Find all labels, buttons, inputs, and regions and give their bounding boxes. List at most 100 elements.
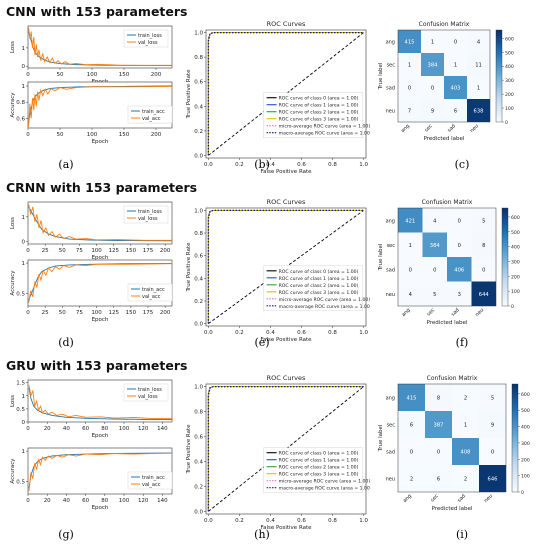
acc-xlabel: Epoch	[92, 139, 109, 145]
roc-legend-label: macro-average ROC curve (area = 1.00)	[279, 486, 370, 492]
series-train_loss	[28, 387, 173, 421]
roc-xtick-label: 0.8	[328, 162, 337, 168]
cm-cell	[398, 76, 421, 99]
roc-plot: ROC Curves 0.00.0 0.2 0.2 0.4 0.4 0.6 0.6 0.8 0.8…	[186, 374, 370, 531]
roc-legend-label: ROC curve of class 3 (area = 1.00)	[279, 472, 359, 478]
roc-chart-2: ROC Curves 0.00.0 0.2 0.2 0.4 0.4 0.6 0.6 0.8 0.8…	[186, 374, 370, 531]
cm-colorbar-label: 400	[511, 245, 520, 251]
loss-xtick-label: 100	[119, 426, 130, 432]
roc-title: ROC Curves	[267, 374, 306, 382]
cm-ylabel: True label	[378, 62, 384, 90]
acc-xtick-label: 25	[42, 310, 49, 316]
roc-ytick-label: 0.6	[194, 80, 203, 86]
cm-cell	[425, 384, 452, 411]
cm-cell	[444, 30, 467, 53]
roc-legend-label: ROC curve of class 0 (area = 1.00)	[279, 269, 359, 275]
acc-xtick-label: 100	[87, 132, 98, 138]
cm-cell-value: 421	[405, 218, 415, 224]
cm-cell	[471, 257, 496, 282]
loss-ytick-label: 1	[22, 46, 26, 52]
legend-label: train_acc	[142, 475, 165, 481]
roc-title: ROC Curves	[267, 198, 306, 206]
loss-ytick-label: 0	[22, 240, 26, 246]
roc-legend-label: ROC curve of class 1 (area = 1.00)	[279, 276, 359, 282]
loss-xtick-label: 60	[82, 426, 89, 432]
cm-cell-value: 415	[405, 40, 415, 46]
cm-cell-value: 0	[482, 267, 485, 273]
cm-row-label: neu	[386, 109, 395, 115]
cm-title: Confusion Matrix	[422, 199, 473, 206]
loss-ytick-label: 1	[22, 215, 26, 221]
roc-xtick-label: 0.2	[235, 162, 244, 168]
cm-cell-value: 0	[433, 267, 436, 273]
caption-c: (c)	[454, 158, 470, 171]
cm-colorbar-label: 100	[511, 289, 520, 295]
cm-cell-value: 403	[451, 86, 461, 92]
cm-cell-value: 6	[437, 477, 440, 483]
cm-cell	[467, 30, 490, 53]
cm-cell-value: 7	[408, 109, 411, 115]
roc-ytick-label: 0.6	[194, 435, 203, 441]
acc-xtick-label: 40	[63, 498, 70, 504]
acc-xtick-label: 120	[138, 498, 149, 504]
roc-ytick-label: 1.0	[194, 31, 203, 37]
roc-legend-label: ROC curve of class 0 (area = 1.00)	[279, 451, 359, 457]
cm-colorbar-label: 0	[511, 304, 514, 310]
loss-xtick-label: 50	[59, 248, 66, 254]
roc-ytick-label: 0.0	[194, 509, 203, 515]
loss-xtick-label: 125	[108, 248, 119, 254]
cm-cell-value: 9	[431, 109, 434, 115]
series-val_loss	[28, 204, 172, 241]
roc-ylabel: True Positive Rate	[186, 242, 192, 293]
cm-cell	[452, 384, 479, 411]
loss-xtick-label: 20	[44, 426, 51, 432]
cm-frame	[397, 29, 491, 123]
cm-cell	[467, 99, 490, 122]
acc-ylabel: Accuracy	[10, 92, 16, 118]
cm-col-label: neu	[469, 123, 480, 134]
loss-xtick-label: 50	[57, 72, 64, 78]
acc-xtick-label: 0	[26, 310, 30, 316]
row-title-gru: GRU with 153 parameters	[6, 358, 188, 373]
loss-xtick-label: 80	[101, 426, 108, 432]
roc-legend-label: micro-average ROC curve (area = 1.00)	[279, 124, 370, 130]
roc-xtick-label: 0.0	[204, 162, 213, 168]
roc-chance-line	[208, 32, 364, 156]
cm-plot: Confusion Matrix 415 8 2 5 6 387 1 9 0 0 408 0 2 6 2 646…	[378, 375, 530, 512]
cm-cell-value: 0	[410, 450, 413, 456]
cm-row-label: neu	[386, 292, 395, 298]
cm-cell-value: 1	[431, 40, 434, 46]
cm-cell	[444, 76, 467, 99]
roc-xtick-label: 0.6	[297, 518, 306, 524]
cm-cell-value: 4	[477, 40, 481, 46]
cm-cell	[425, 411, 452, 438]
cm-xlabel: Predicted label	[427, 320, 468, 326]
cm-col-label: sad	[456, 493, 466, 503]
loss-xlabel: Epoch	[92, 433, 109, 439]
cm-cell	[444, 53, 467, 76]
roc-plot: ROC Curves 0.00.0 0.2 0.2 0.4 0.4 0.6 0.6 0.8 0.8…	[186, 198, 370, 343]
loss-xtick-label: 175	[143, 248, 154, 254]
roc-legend-label: ROC curve of class 0 (area = 1.00)	[279, 96, 359, 102]
loss-plot: 05010015020001EpochLosstrain_lossval_los…	[10, 25, 173, 85]
cm-xlabel: Predicted label	[432, 506, 473, 512]
cm-cell	[479, 384, 506, 411]
cm-cell	[421, 53, 444, 76]
cm-cell	[447, 232, 472, 257]
cm-cell-value: 384	[428, 63, 439, 69]
cm-colorbar-label: 200	[511, 274, 520, 280]
cm-row-label: ang	[386, 396, 395, 402]
cm-cell	[398, 465, 425, 492]
cm-col-label: sec	[426, 307, 436, 317]
roc-ytick-label: 0.2	[194, 484, 203, 490]
caption-f: (f)	[455, 336, 469, 349]
legend-label: train_acc	[142, 287, 165, 293]
roc-xtick-label: 1.0	[359, 518, 368, 524]
cm-colorbar	[495, 29, 503, 123]
acc-xtick-label: 50	[57, 132, 64, 138]
roc-xlabel: False Positive Rate	[260, 337, 312, 343]
cm-colorbar-label: 600	[521, 392, 530, 398]
acc-legend	[127, 283, 173, 302]
cm-colorbar	[501, 207, 509, 307]
cm-cell	[447, 281, 472, 306]
